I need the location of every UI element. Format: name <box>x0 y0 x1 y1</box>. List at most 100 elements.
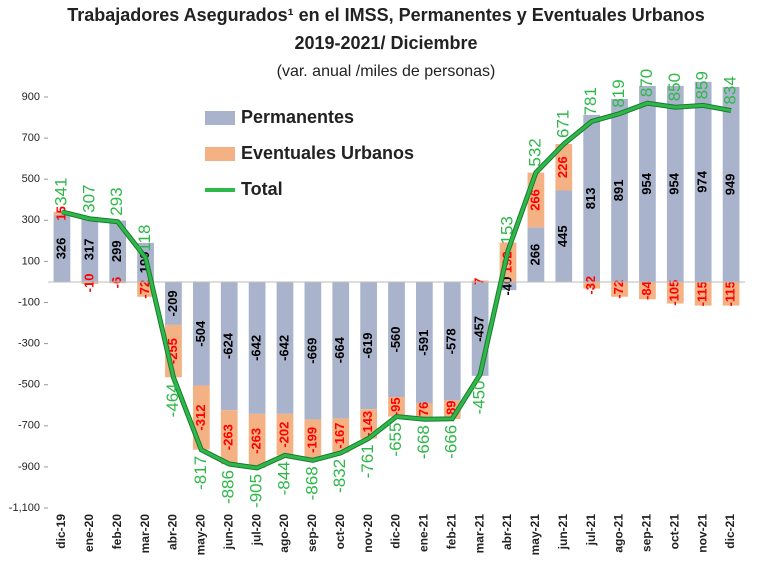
x-tick-label: may-20 <box>194 514 208 556</box>
total-label: -817 <box>191 456 210 490</box>
bar-segment <box>611 281 628 297</box>
total-line <box>61 101 732 470</box>
data-label: 266 <box>527 244 542 266</box>
bar-segment <box>109 281 127 284</box>
x-tick-label: mar-21 <box>472 514 486 554</box>
bar-segment <box>722 281 740 306</box>
total-label: 118 <box>135 225 154 252</box>
x-tick-label: abr-21 <box>500 514 514 550</box>
data-label: -115 <box>722 281 737 306</box>
total-label: -668 <box>414 425 433 459</box>
total-label: 341 <box>51 177 70 205</box>
x-tick-label: mar-20 <box>138 514 152 554</box>
bar-segment <box>332 281 350 419</box>
data-label: -32 <box>583 276 598 295</box>
y-tick-label: -300 <box>18 338 40 350</box>
bar-segment <box>443 281 461 401</box>
y-tick-label: 100 <box>22 255 40 267</box>
bar-segment <box>722 86 740 282</box>
data-label: -199 <box>304 427 319 453</box>
data-label: 326 <box>53 238 68 260</box>
bar-segment <box>694 81 712 282</box>
bar-segment <box>276 281 294 414</box>
total-label: 307 <box>79 184 98 212</box>
legend-swatch <box>205 147 235 161</box>
x-tick-label: nov-20 <box>361 514 375 553</box>
data-label: -664 <box>332 336 347 363</box>
data-label: -202 <box>276 422 291 448</box>
x-tick-label: sep-20 <box>305 514 319 552</box>
bars <box>53 81 740 468</box>
x-tick-label: oct-21 <box>667 514 681 550</box>
bar-segment <box>416 403 433 420</box>
y-tick-label: -900 <box>18 461 40 473</box>
bar-segment <box>471 280 489 282</box>
bar-segment <box>81 281 99 285</box>
data-label: 226 <box>555 156 570 178</box>
chart-note: (var. anual /miles de personas) <box>277 63 496 80</box>
data-label: -95 <box>388 397 403 416</box>
data-label: -642 <box>276 335 291 361</box>
bar-segment <box>639 281 656 300</box>
data-label: 299 <box>109 240 124 262</box>
data-label: -10 <box>81 274 96 293</box>
bar-segment <box>332 418 350 453</box>
total-label: -666 <box>442 425 461 459</box>
bar-segment <box>416 281 433 404</box>
data-label: 445 <box>555 225 570 247</box>
bar-segment <box>360 281 377 410</box>
bar-segment <box>220 410 238 465</box>
data-label: -263 <box>221 424 236 450</box>
data-label: -669 <box>304 338 319 364</box>
legend-label: Eventuales Urbanos <box>241 143 414 163</box>
data-label: -624 <box>221 332 236 359</box>
data-label: -115 <box>695 281 710 306</box>
bar-segment <box>527 227 545 282</box>
data-label: -642 <box>249 335 264 361</box>
data-label: -72 <box>137 280 152 299</box>
y-tick-label: 500 <box>22 173 40 185</box>
bar-segment <box>360 409 377 439</box>
bar-segment <box>555 144 573 191</box>
legend-label: Total <box>241 179 283 199</box>
total-label: -450 <box>470 380 489 414</box>
bar-segment <box>555 190 573 282</box>
total-label: 834 <box>721 76 740 104</box>
data-label: 813 <box>583 188 598 210</box>
data-label: 949 <box>722 174 737 196</box>
bar-segment <box>304 281 322 420</box>
total-label: -655 <box>386 423 405 457</box>
y-tick-label: 300 <box>22 214 40 226</box>
bar-segment <box>81 216 99 282</box>
data-label: 954 <box>667 172 682 194</box>
x-tick-label: dic-21 <box>723 514 737 549</box>
total-label: 850 <box>665 73 684 101</box>
x-tick-label: may-21 <box>528 514 542 556</box>
total-label: -832 <box>330 459 349 493</box>
chart-subtitle: 2019-2021/ Diciembre <box>294 33 477 53</box>
total-label: -844 <box>274 461 293 495</box>
data-label: -6 <box>109 277 124 289</box>
x-tick-label: jul-21 <box>584 514 598 547</box>
total-label: 859 <box>693 71 712 99</box>
total-label: 293 <box>107 187 126 215</box>
bar-segment <box>499 281 517 291</box>
data-label: 317 <box>81 239 96 261</box>
x-tick-label: ene-21 <box>417 514 431 552</box>
x-tick-label: jun-21 <box>556 514 570 551</box>
data-label: -619 <box>360 333 375 359</box>
data-label: 7 <box>472 278 487 285</box>
y-tick-label: -1,100 <box>9 502 40 514</box>
data-label: -578 <box>444 328 459 354</box>
total-label: -464 <box>163 383 182 417</box>
x-tick-label: dic-20 <box>389 514 403 549</box>
y-tick-label: 700 <box>22 132 40 144</box>
total-label: -886 <box>219 470 238 504</box>
total-label: 781 <box>581 87 600 115</box>
data-label: -263 <box>249 428 264 454</box>
y-tick-label: -100 <box>18 296 40 308</box>
x-tick-label: jun-20 <box>221 514 235 551</box>
x-tick-label: abr-20 <box>166 514 180 550</box>
data-label: -457 <box>472 316 487 342</box>
